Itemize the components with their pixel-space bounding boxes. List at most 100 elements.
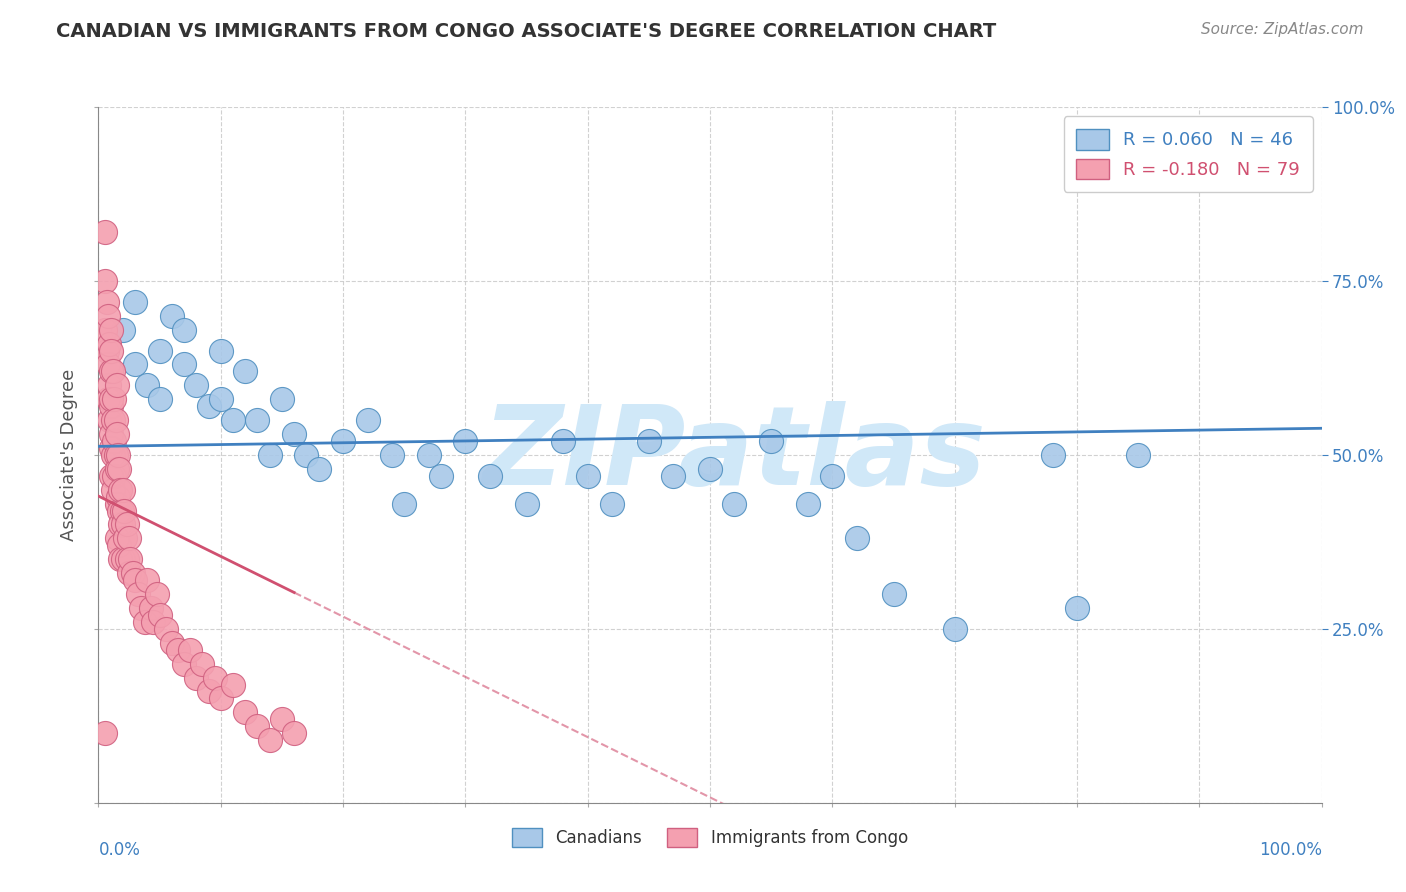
Text: CANADIAN VS IMMIGRANTS FROM CONGO ASSOCIATE'S DEGREE CORRELATION CHART: CANADIAN VS IMMIGRANTS FROM CONGO ASSOCI… <box>56 22 997 41</box>
Point <box>124 294 146 309</box>
Point <box>124 358 146 372</box>
Point <box>160 636 183 650</box>
Point <box>121 566 143 581</box>
Point <box>104 413 127 427</box>
Point <box>142 615 165 629</box>
Point <box>105 497 128 511</box>
Point <box>103 434 125 448</box>
Point <box>108 538 131 552</box>
Point <box>845 532 868 546</box>
Point <box>149 392 172 407</box>
Point <box>173 358 195 372</box>
Point <box>110 483 132 497</box>
Point <box>186 671 208 685</box>
Text: ZIPatlas: ZIPatlas <box>482 401 987 508</box>
Point <box>179 642 201 657</box>
Point <box>600 497 623 511</box>
Point <box>93 726 115 740</box>
Point <box>821 468 844 483</box>
Point <box>100 323 122 337</box>
Point <box>797 497 820 511</box>
Point <box>1042 448 1064 462</box>
Point <box>191 657 214 671</box>
Point <box>93 225 115 239</box>
Point <box>761 434 783 448</box>
Point <box>356 413 378 427</box>
Point <box>97 309 120 323</box>
Point <box>100 427 122 442</box>
Point <box>197 399 219 413</box>
Point <box>105 427 128 442</box>
Y-axis label: Associate's Degree: Associate's Degree <box>60 368 79 541</box>
Point <box>104 448 127 462</box>
Text: 100.0%: 100.0% <box>1258 841 1322 859</box>
Point <box>97 392 120 407</box>
Point <box>111 552 134 566</box>
Point <box>124 573 146 587</box>
Point <box>553 434 575 448</box>
Point <box>108 503 131 517</box>
Point <box>723 497 745 511</box>
Point <box>111 503 134 517</box>
Point <box>308 462 330 476</box>
Point <box>259 448 281 462</box>
Point <box>100 399 122 413</box>
Point <box>100 441 122 455</box>
Point <box>96 343 118 358</box>
Point <box>209 691 232 706</box>
Point <box>98 336 121 351</box>
Point <box>134 615 156 629</box>
Point <box>111 323 134 337</box>
Point <box>114 532 136 546</box>
Point <box>160 309 183 323</box>
Point <box>1128 448 1150 462</box>
Point <box>118 532 141 546</box>
Point <box>167 642 190 657</box>
Point <box>454 434 477 448</box>
Point <box>246 413 269 427</box>
Point <box>101 448 124 462</box>
Point <box>515 497 537 511</box>
Point <box>332 434 354 448</box>
Point <box>93 323 115 337</box>
Point <box>173 323 195 337</box>
Point <box>943 622 966 636</box>
Point <box>699 462 721 476</box>
Point <box>146 587 169 601</box>
Point <box>118 566 141 581</box>
Point <box>576 468 599 483</box>
Point <box>136 573 159 587</box>
Point <box>93 274 115 288</box>
Point <box>204 671 226 685</box>
Point <box>295 448 318 462</box>
Point <box>105 462 128 476</box>
Point <box>197 684 219 698</box>
Point <box>110 552 132 566</box>
Legend: Canadians, Immigrants from Congo: Canadians, Immigrants from Congo <box>506 821 914 854</box>
Point <box>103 392 125 407</box>
Point <box>662 468 685 483</box>
Point <box>381 448 404 462</box>
Point <box>270 712 294 726</box>
Point <box>418 448 440 462</box>
Point <box>115 517 138 532</box>
Point <box>111 517 134 532</box>
Point <box>127 587 149 601</box>
Point <box>136 378 159 392</box>
Point <box>392 497 416 511</box>
Point <box>115 552 138 566</box>
Point <box>98 413 121 427</box>
Point <box>186 378 208 392</box>
Point <box>100 343 122 358</box>
Point <box>96 294 118 309</box>
Point <box>105 532 128 546</box>
Point <box>101 483 124 497</box>
Point <box>149 343 172 358</box>
Point <box>149 607 172 622</box>
Text: Source: ZipAtlas.com: Source: ZipAtlas.com <box>1201 22 1364 37</box>
Point <box>97 358 120 372</box>
Point <box>100 364 122 378</box>
Point <box>222 413 245 427</box>
Point <box>101 413 124 427</box>
Point <box>173 657 195 671</box>
